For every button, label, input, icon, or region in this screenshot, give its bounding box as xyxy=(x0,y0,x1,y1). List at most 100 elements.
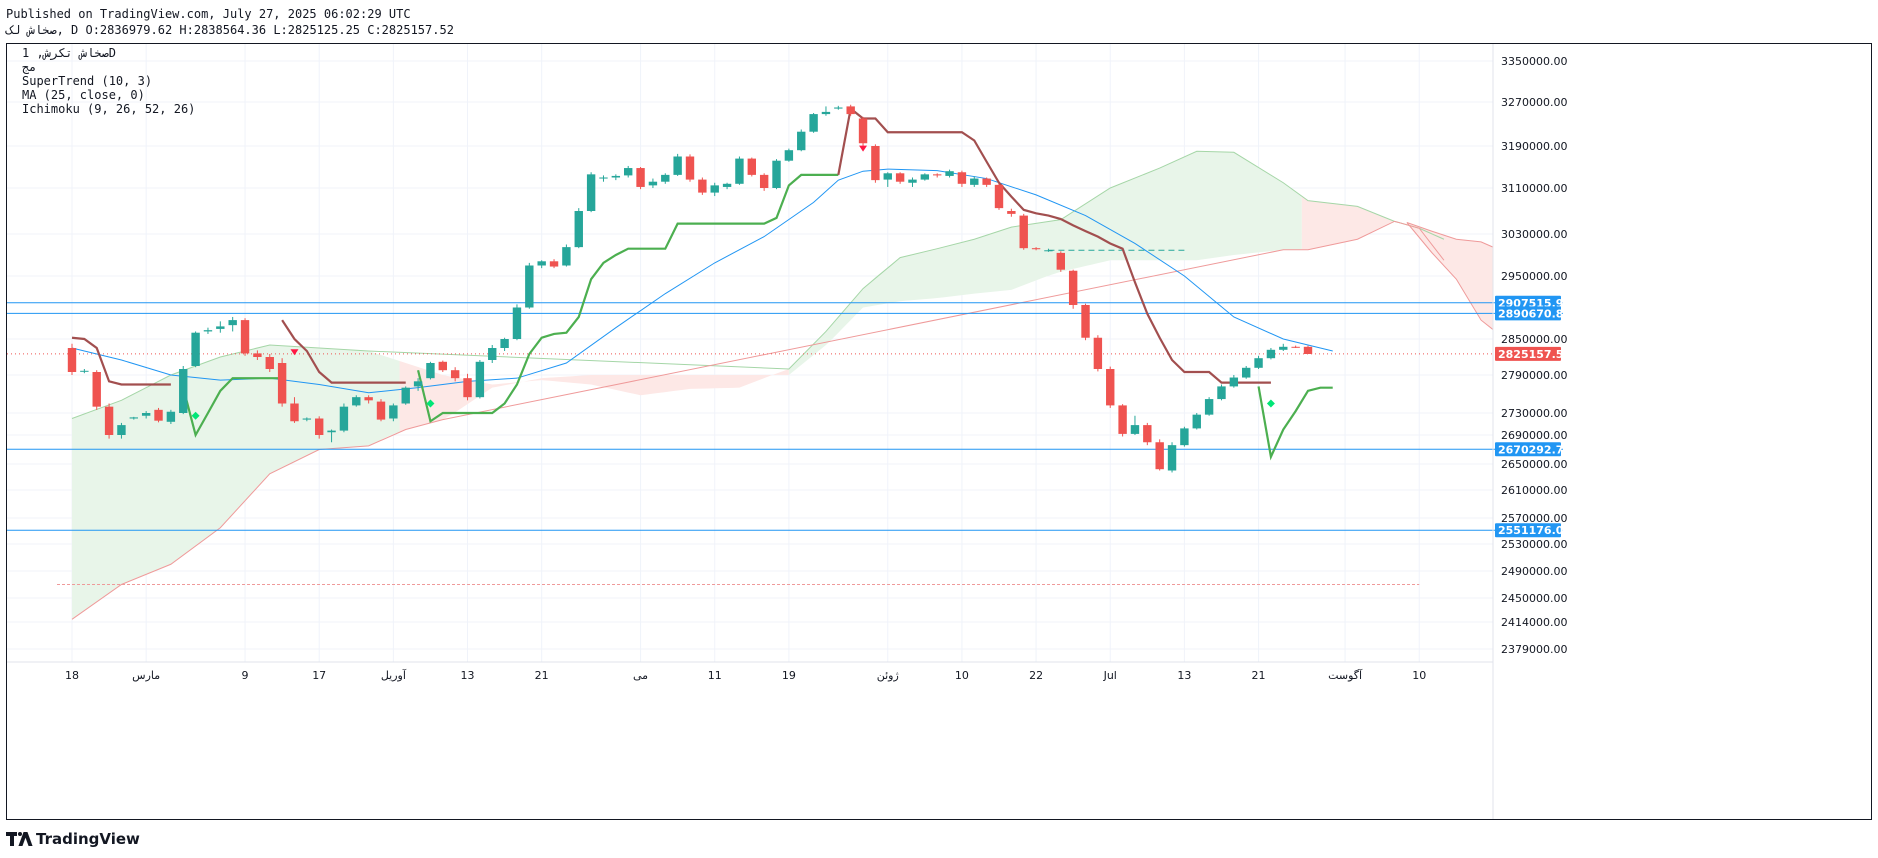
candle-body xyxy=(895,173,905,182)
supertrend-up-line xyxy=(1257,386,1333,461)
time-tick-label: 10 xyxy=(1412,669,1426,682)
legend-supertrend[interactable]: SuperTrend (10, 3) xyxy=(22,74,153,88)
candle-body xyxy=(426,363,435,379)
candle xyxy=(1130,415,1140,435)
price-chart[interactable]: 3350000.00 3270000.00 3190000.00 3110000.00… xyxy=(7,44,1871,819)
supertrend xyxy=(71,106,1333,461)
time-tick-label: 9 xyxy=(242,669,249,682)
candle xyxy=(1068,269,1078,309)
ichimoku-cloud xyxy=(71,150,1494,620)
candle-body xyxy=(117,425,126,435)
candle xyxy=(562,244,571,267)
candle xyxy=(945,169,954,178)
candle-body xyxy=(1143,425,1152,443)
candle-body xyxy=(413,381,423,387)
candle xyxy=(698,177,707,195)
candle-body xyxy=(710,185,719,193)
candle xyxy=(488,345,497,363)
candle-body xyxy=(450,370,460,379)
time-tick-label: 21 xyxy=(1252,669,1266,682)
candle xyxy=(661,173,670,184)
candle-body xyxy=(438,361,447,371)
legend-ma[interactable]: MA (25, close, 0) xyxy=(22,88,145,102)
supertrend-down-line xyxy=(71,336,171,386)
candle-body xyxy=(1242,367,1251,378)
candle-body xyxy=(1217,386,1226,400)
candle-body xyxy=(463,378,472,398)
price-tick-label: 2530000.00 xyxy=(1501,538,1567,551)
candle xyxy=(426,361,435,380)
span-b-future xyxy=(1406,222,1494,330)
candle xyxy=(179,366,188,415)
candle xyxy=(203,327,213,334)
buy-signal-icon xyxy=(426,399,435,408)
candle-body xyxy=(1106,369,1115,406)
candle-body xyxy=(994,184,1004,209)
candle xyxy=(1192,413,1201,430)
time-tick-label: 17 xyxy=(312,669,326,682)
signal-markers xyxy=(191,145,1275,420)
candle xyxy=(129,416,138,420)
hline-price-label: 2670292.76 xyxy=(1498,443,1571,456)
price-tick-label: 3270000.00 xyxy=(1501,96,1567,109)
legend-ichimoku[interactable]: Ichimoku (9, 26, 52, 26) xyxy=(22,102,196,116)
time-tick-label: 22 xyxy=(1029,669,1043,682)
candle xyxy=(352,395,361,407)
candle xyxy=(834,105,843,110)
time-tick-label: 13 xyxy=(1177,669,1191,682)
time-tick-label: 21 xyxy=(535,669,549,682)
candle xyxy=(982,177,991,187)
candle xyxy=(166,409,176,424)
candle xyxy=(1143,422,1152,446)
published-info: Published on TradingView.com, July 27, 2… xyxy=(6,7,411,21)
candle xyxy=(364,395,373,404)
price-tick-label: 3110000.00 xyxy=(1501,182,1567,195)
candle-body xyxy=(80,370,89,372)
time-tick-label: 13 xyxy=(461,669,475,682)
candle xyxy=(327,429,336,443)
candle xyxy=(463,373,472,401)
candle xyxy=(339,403,349,433)
time-tick-label: مارس xyxy=(132,669,160,682)
candle-body xyxy=(636,168,645,187)
time-tick-label: آوریل xyxy=(381,668,407,682)
candle xyxy=(475,360,485,399)
candle-body xyxy=(685,156,695,180)
candle-body xyxy=(352,397,361,406)
hline-price-label-bg xyxy=(1495,306,1561,321)
candle xyxy=(413,378,423,391)
candle-body xyxy=(364,397,373,401)
candle xyxy=(784,148,794,162)
tradingview-logo[interactable]: TradingView xyxy=(6,830,140,848)
candle-body xyxy=(339,406,349,431)
candle-body xyxy=(154,409,163,421)
candle xyxy=(994,183,1004,210)
candle xyxy=(154,407,163,423)
buy-signal-icon xyxy=(191,411,200,420)
candle xyxy=(141,411,151,419)
candle-body xyxy=(315,418,324,435)
hline-price-label-bg xyxy=(1495,442,1561,457)
candle-body xyxy=(1044,250,1053,252)
candle-body xyxy=(277,363,287,404)
time-tick-label: 11 xyxy=(708,669,722,682)
candle xyxy=(1118,404,1127,437)
price-tick-label: 2790000.00 xyxy=(1501,369,1567,382)
candle xyxy=(1007,208,1016,217)
chart-frame[interactable]: 3350000.00 3270000.00 3190000.00 3110000.00… xyxy=(6,43,1872,820)
candle xyxy=(1180,426,1189,447)
ohlc-readout: صخاش لک, D O:2836979.62 H:2838564.36 L:2… xyxy=(6,23,454,37)
candle-body xyxy=(883,173,892,180)
legend-symbol[interactable]: صخاش تکرش, 1D xyxy=(22,46,116,60)
candle xyxy=(574,208,583,249)
time-tick-label: 19 xyxy=(782,669,796,682)
candle-body xyxy=(599,177,608,179)
candle xyxy=(191,331,200,368)
candle xyxy=(525,262,534,309)
candle-body xyxy=(1303,346,1313,354)
candle xyxy=(240,318,250,356)
candle xyxy=(933,173,942,178)
candle xyxy=(216,321,225,333)
candle-body xyxy=(327,430,336,433)
candle-body xyxy=(1068,270,1078,305)
